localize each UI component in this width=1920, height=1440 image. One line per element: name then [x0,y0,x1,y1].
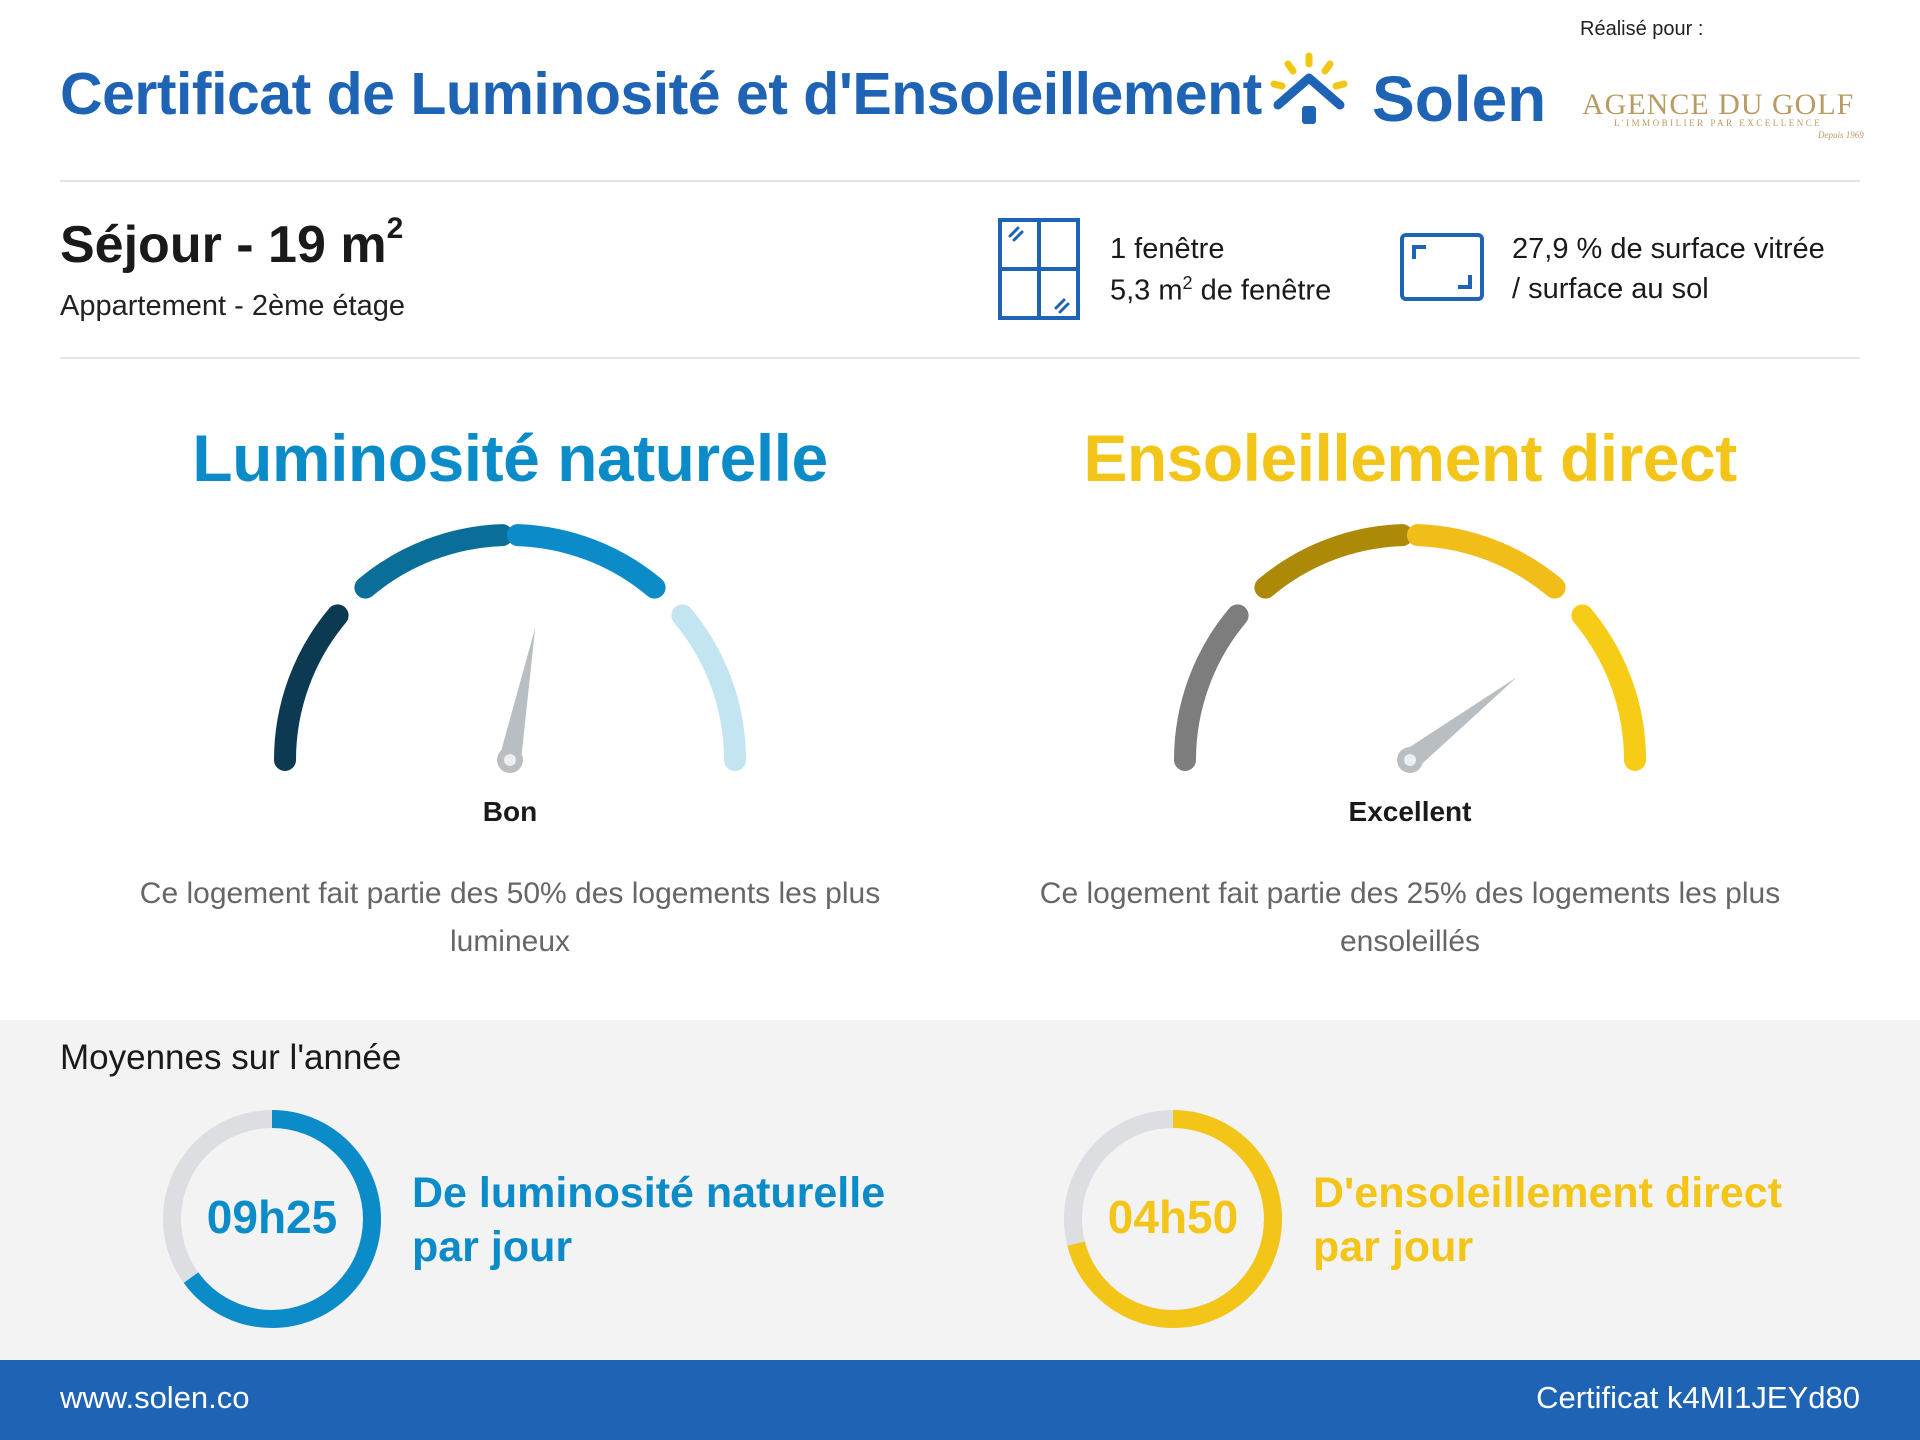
agency-logo-signature: Depuis 1969 [1818,130,1864,140]
ensoleillement-average-ring [1064,1110,1282,1328]
surface-ratio-line1: 27,9 % de surface vitrée [1512,233,1825,265]
ensoleillement-gauge-segment-1 [1174,604,1249,771]
window-area: 5,3 m2 de fenêtre [1110,273,1332,307]
footer-certificate-id: Certificat k4MI1JEYd80 [1536,1380,1860,1415]
ensoleillement-ring-progress [1064,1110,1282,1328]
ensoleillement-gauge-needle-pin [1404,754,1416,766]
luminosite-average-value: 09h25 [206,1191,338,1243]
solen-brand-name: Solen [1372,63,1547,135]
luminosite-gauge-segment-1 [274,604,349,771]
surface-ratio-line2: / surface au sol [1512,273,1709,305]
ensoleillement-gauge [1174,524,1646,773]
surface-icon [1400,233,1484,301]
room-divider [60,357,1860,359]
header-divider [60,180,1860,182]
luminosite-gauge-needle-pin [504,754,516,766]
ensoleillement-gauge-needle [1403,677,1517,769]
ensoleillement-description: Ce logement fait partie des 25% des loge… [1039,877,1781,958]
luminosite-gauge-segment-4 [671,604,746,771]
footer-bar [0,1360,1920,1440]
ensoleillement-gauge-segment-3 [1406,524,1566,599]
luminosite-average-label: De luminosité naturelle par jour [412,1169,886,1271]
luminosite-gauge [274,524,746,773]
window-count: 1 fenêtre [1110,233,1225,265]
ensoleillement-average-value: 04h50 [1107,1191,1239,1243]
luminosite-gauge-needle [499,627,536,763]
footer-website-link[interactable]: www.solen.co [60,1380,250,1415]
page-title: Certificat de Luminosité et d'Ensoleille… [60,61,1262,127]
ensoleillement-rating: Excellent [1348,796,1472,827]
ensoleillement-title: Ensoleillement direct [1083,421,1737,495]
window-icon [998,218,1080,320]
luminosite-rating: Bon [482,796,538,827]
solen-logo-icon [1270,52,1348,124]
luminosite-average-ring [163,1110,381,1328]
realise-pour-label: Réalisé pour : [1580,18,1704,40]
agency-logo-name: AGENCE DU GOLF [1582,88,1855,121]
ensoleillement-average-label: D'ensoleillement direct par jour [1313,1169,1783,1271]
luminosite-title: Luminosité naturelle [192,421,828,495]
luminosite-ring-progress [163,1110,381,1328]
agency-logo-tagline: L'IMMOBILIER PAR EXCELLENCE [1614,118,1823,128]
room-title: Séjour - 19 m2 [60,211,404,274]
ensoleillement-gauge-segment-2 [1254,524,1414,599]
averages-title: Moyennes sur l'année [60,1038,402,1077]
luminosite-gauge-segment-3 [506,524,666,599]
luminosite-gauge-segment-2 [354,524,514,599]
luminosite-description: Ce logement fait partie des 50% des loge… [139,877,881,958]
room-subtitle: Appartement - 2ème étage [60,290,405,322]
ensoleillement-gauge-segment-4 [1571,604,1646,771]
